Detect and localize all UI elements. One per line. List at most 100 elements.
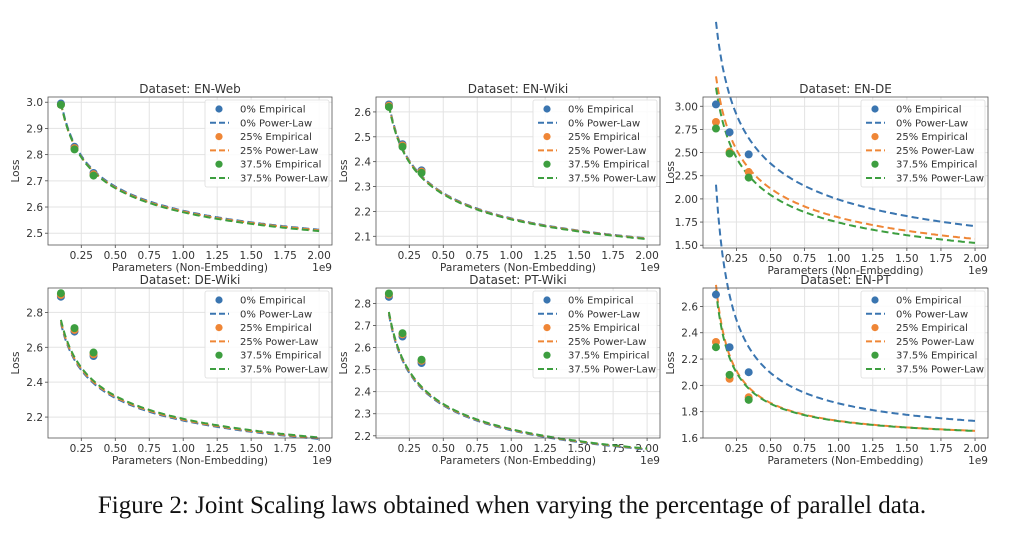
subplot-en-wiki: 0.25 0.50 0.75 1.00 1.25 1.50 1.75 2.00 2.1 2.2 2.… bbox=[338, 82, 661, 274]
x-offset-label: 1e9 bbox=[640, 262, 660, 274]
y-tick-label: 2.6 bbox=[26, 202, 43, 214]
x-tick-label: 0.50 bbox=[104, 443, 127, 455]
y-tick-label: 2.1 bbox=[354, 231, 371, 243]
empirical-point-37.5pct bbox=[89, 171, 98, 180]
legend-label: 0% Empirical bbox=[240, 105, 306, 116]
y-tick-label: 2.50 bbox=[675, 148, 698, 160]
y-tick-label: 2.2 bbox=[354, 431, 371, 443]
empirical-point-37.5pct bbox=[70, 324, 79, 333]
legend-label: 25% Empirical bbox=[568, 323, 640, 334]
subplot-title: Dataset: EN-PT bbox=[800, 273, 891, 287]
legend-label: 0% Empirical bbox=[240, 296, 306, 307]
legend-marker-dot bbox=[215, 160, 223, 168]
empirical-point-37.5pct bbox=[384, 289, 393, 298]
legend-label: 25% Power-Law bbox=[896, 337, 975, 348]
x-tick-label: 0.25 bbox=[398, 443, 421, 455]
x-axis-label: Parameters (Non-Embedding) bbox=[440, 455, 596, 467]
powerlaw-line-37.5pct bbox=[387, 311, 648, 450]
powerlaw-line-37.5pct bbox=[59, 319, 320, 439]
legend-marker-dot bbox=[543, 160, 551, 168]
legend-label: 37.5% Empirical bbox=[240, 160, 321, 171]
legend-marker-dot bbox=[215, 324, 223, 332]
legend-marker-dot bbox=[543, 105, 551, 113]
x-tick-label: 1.50 bbox=[895, 443, 918, 455]
empirical-point-0pct bbox=[725, 343, 734, 352]
y-tick-label: 2.4 bbox=[681, 328, 698, 340]
legend-box bbox=[532, 290, 658, 379]
y-axis-label: Loss bbox=[10, 351, 22, 374]
legend-label: 37.5% Power-Law bbox=[896, 174, 984, 185]
legend-label: 0% Power-Law bbox=[240, 118, 312, 129]
y-tick-label: 1.75 bbox=[675, 217, 698, 229]
y-tick-label: 2.3 bbox=[354, 409, 371, 421]
x-offset-label: 1e9 bbox=[968, 455, 988, 467]
y-tick-label: 2.2 bbox=[354, 206, 371, 218]
subplot-en-de: 0.25 0.50 0.75 1.00 1.25 1.50 1.75 2.00 1.50 1.75… bbox=[665, 21, 989, 277]
legend-marker-dot bbox=[871, 324, 879, 332]
legend-label: 0% Power-Law bbox=[568, 309, 640, 320]
legend-box bbox=[532, 99, 658, 188]
x-tick-label: 1.00 bbox=[172, 443, 195, 455]
axes-frame bbox=[702, 96, 989, 249]
y-tick-label: 2.00 bbox=[675, 194, 698, 206]
legend-marker-dot bbox=[215, 351, 223, 359]
empirical-point-37.5pct bbox=[417, 168, 426, 177]
empirical-point-37.5pct bbox=[711, 124, 720, 133]
y-tick-label: 2.8 bbox=[26, 307, 43, 319]
legend-marker-dot bbox=[543, 351, 551, 359]
legend-label: 37.5% Power-Law bbox=[896, 365, 984, 376]
empirical-point-25pct bbox=[744, 168, 753, 177]
subplot-title: Dataset: DE-Wiki bbox=[140, 273, 241, 287]
x-tick-label: 1.75 bbox=[929, 253, 952, 265]
x-tick-label: 1.50 bbox=[567, 250, 590, 262]
y-tick-label: 1.50 bbox=[675, 240, 698, 252]
legend-label: 25% Empirical bbox=[896, 132, 968, 143]
empirical-point-37.5pct bbox=[725, 149, 734, 158]
x-tick-label: 0.25 bbox=[70, 443, 93, 455]
y-tick-label: 2.7 bbox=[354, 321, 371, 333]
y-tick-label: 2.6 bbox=[354, 343, 371, 355]
x-offset-label: 1e9 bbox=[968, 265, 988, 277]
axes-frame bbox=[702, 287, 989, 439]
x-axis-label: Parameters (Non-Embedding) bbox=[768, 455, 924, 467]
empirical-point-37.5pct bbox=[384, 102, 393, 111]
y-axis-label: Loss bbox=[338, 351, 350, 374]
y-tick-label: 3.0 bbox=[26, 97, 43, 109]
empirical-point-37.5pct bbox=[89, 348, 98, 357]
y-axis-label: Loss bbox=[665, 161, 677, 184]
legend-label: 0% Power-Law bbox=[568, 118, 640, 129]
legend-label: 25% Power-Law bbox=[240, 146, 319, 157]
x-axis-label: Parameters (Non-Embedding) bbox=[440, 262, 596, 274]
x-tick-label: 1.00 bbox=[500, 443, 523, 455]
x-tick-label: 1.50 bbox=[239, 250, 262, 262]
y-tick-label: 2.6 bbox=[354, 107, 371, 119]
empirical-point-37.5pct bbox=[398, 142, 407, 151]
subplot-title: Dataset: PT-Wiki bbox=[469, 273, 566, 287]
y-tick-label: 2.2 bbox=[26, 412, 43, 424]
axes-frame bbox=[375, 287, 661, 439]
subplot-de-wiki: 0.25 0.50 0.75 1.00 1.25 1.50 1.75 2.00 2.2 2.4 2.… bbox=[10, 273, 333, 467]
subplot-title: Dataset: EN-Wiki bbox=[468, 82, 568, 96]
x-tick-label: 1.75 bbox=[273, 250, 296, 262]
x-tick-label: 0.25 bbox=[398, 250, 421, 262]
y-tick-label: 2.4 bbox=[354, 387, 371, 399]
legend: 0% Empirical 0% Power-Law 25% Empirical 25%… bbox=[532, 99, 658, 188]
x-tick-label: 2.00 bbox=[307, 443, 330, 455]
x-tick-label: 2.00 bbox=[635, 250, 658, 262]
legend-marker-dot bbox=[543, 296, 551, 304]
y-tick-label: 2.4 bbox=[26, 377, 43, 389]
y-axis-label: Loss bbox=[338, 159, 350, 182]
legend-label: 37.5% Empirical bbox=[568, 160, 649, 171]
legend-label: 37.5% Empirical bbox=[896, 160, 977, 171]
legend-label: 25% Empirical bbox=[568, 132, 640, 143]
legend-marker-dot bbox=[871, 105, 879, 113]
x-tick-label: 1.25 bbox=[205, 443, 228, 455]
x-tick-label: 1.25 bbox=[205, 250, 228, 262]
empirical-point-37.5pct bbox=[725, 370, 734, 379]
empirical-point-37.5pct bbox=[711, 343, 720, 352]
x-tick-label: 0.25 bbox=[725, 253, 748, 265]
legend-label: 0% Empirical bbox=[896, 105, 962, 116]
empirical-point-37.5pct bbox=[398, 329, 407, 338]
x-tick-label: 0.50 bbox=[759, 253, 782, 265]
